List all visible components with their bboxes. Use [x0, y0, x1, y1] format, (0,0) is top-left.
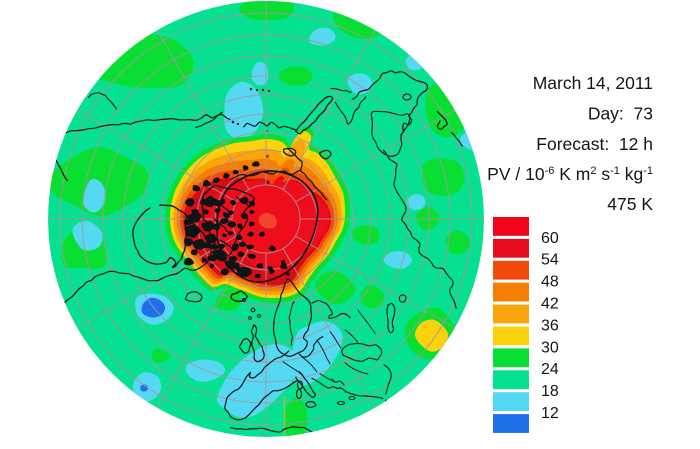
- svg-text:54: 54: [541, 252, 559, 269]
- svg-text:24: 24: [541, 361, 559, 378]
- svg-text:12: 12: [541, 405, 559, 422]
- svg-text:Forecast: 12 h: Forecast: 12 h: [536, 134, 653, 154]
- svg-text:42: 42: [541, 296, 559, 313]
- svg-text:30: 30: [541, 339, 559, 356]
- svg-text:PV / 10-6 K m2 s-1 kg-1: PV / 10-6 K m2 s-1 kg-1: [487, 164, 653, 184]
- svg-text:475 K: 475 K: [607, 194, 653, 214]
- svg-text:March 14, 2011: March 14, 2011: [533, 73, 653, 93]
- svg-text:60: 60: [541, 230, 559, 247]
- svg-text:18: 18: [541, 383, 559, 400]
- svg-text:Day: 73: Day: 73: [588, 104, 653, 124]
- svg-text:36: 36: [541, 317, 559, 334]
- svg-text:48: 48: [541, 274, 559, 291]
